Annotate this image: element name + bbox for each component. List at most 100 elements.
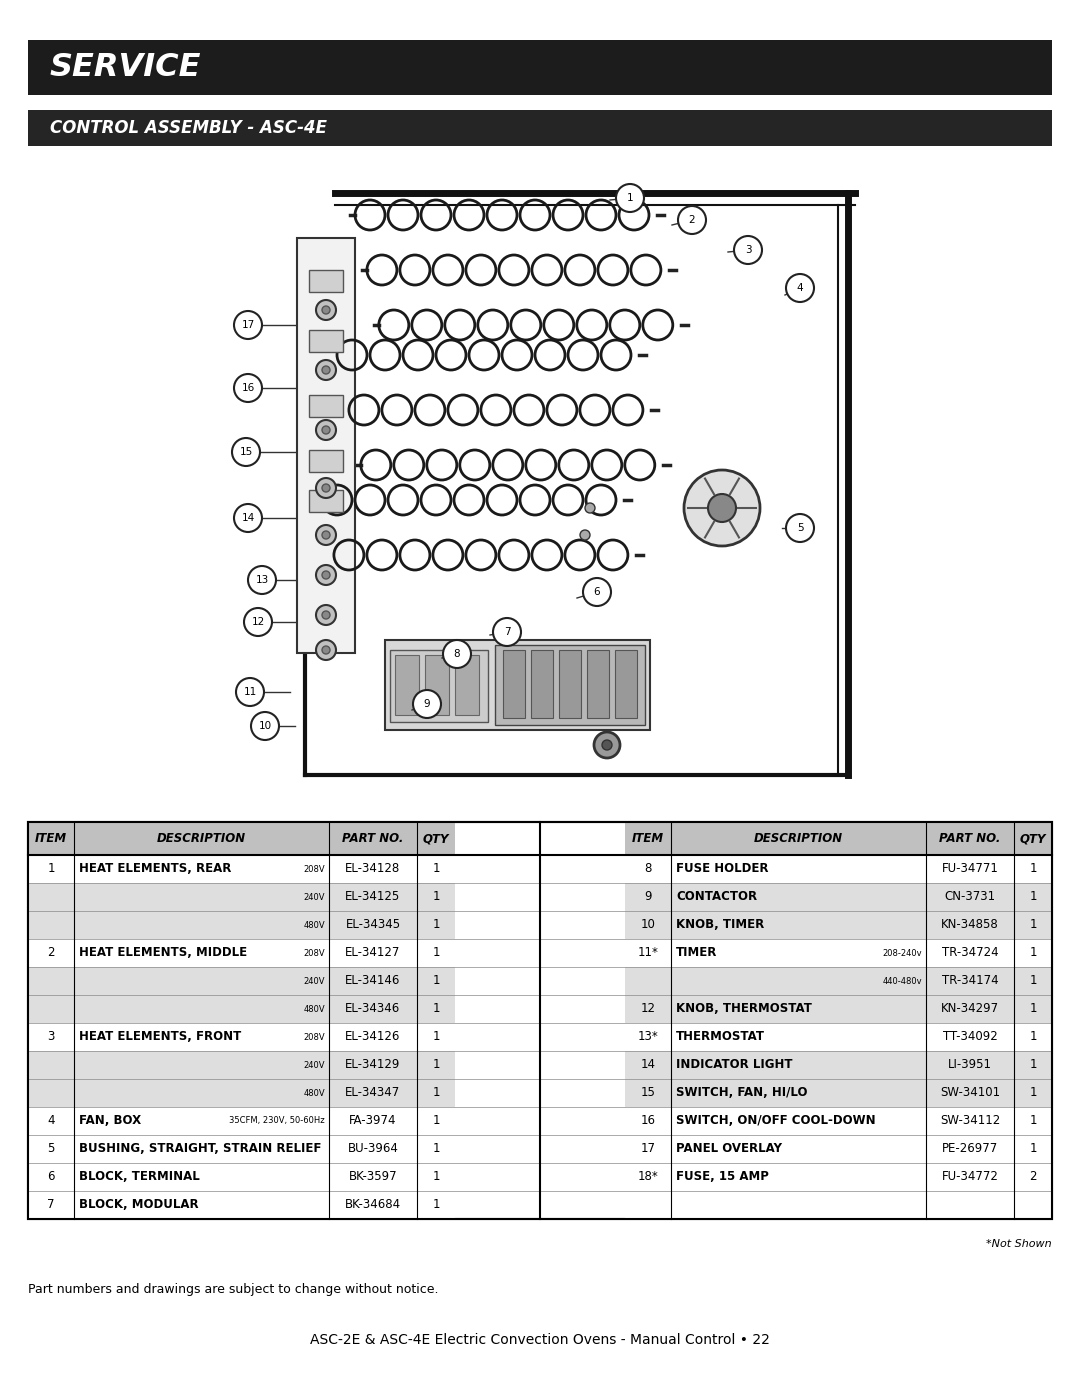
Text: 10: 10 — [258, 721, 271, 731]
Text: PART NO.: PART NO. — [342, 833, 404, 845]
Text: CONTACTOR: CONTACTOR — [676, 890, 757, 904]
Circle shape — [316, 564, 336, 585]
Circle shape — [678, 205, 706, 235]
Text: 1: 1 — [432, 1143, 440, 1155]
Circle shape — [708, 495, 735, 522]
Circle shape — [583, 578, 611, 606]
Circle shape — [616, 184, 644, 212]
Text: KN-34297: KN-34297 — [941, 1003, 999, 1016]
Bar — [625, 911, 1052, 939]
Text: 1: 1 — [48, 862, 55, 876]
Text: HEAT ELEMENTS, REAR: HEAT ELEMENTS, REAR — [79, 862, 231, 876]
Text: SWITCH, ON/OFF COOL-DOWN: SWITCH, ON/OFF COOL-DOWN — [676, 1115, 876, 1127]
Bar — [625, 821, 1052, 855]
Text: KNOB, TIMER: KNOB, TIMER — [676, 918, 765, 932]
Bar — [28, 855, 455, 883]
Text: 13*: 13* — [637, 1031, 659, 1044]
Text: 1: 1 — [1029, 918, 1037, 932]
Text: 16: 16 — [241, 383, 255, 393]
Text: BK-3597: BK-3597 — [349, 1171, 397, 1183]
Text: 208V: 208V — [303, 1032, 325, 1042]
Text: HEAT ELEMENTS, FRONT: HEAT ELEMENTS, FRONT — [79, 1031, 241, 1044]
Text: BUSHING, STRAIGHT, STRAIN RELIEF: BUSHING, STRAIGHT, STRAIN RELIEF — [79, 1143, 322, 1155]
Text: CN-3731: CN-3731 — [944, 890, 996, 904]
Circle shape — [234, 374, 262, 402]
Text: 1: 1 — [1029, 1003, 1037, 1016]
Circle shape — [322, 366, 330, 374]
Bar — [28, 821, 1052, 1220]
Circle shape — [316, 605, 336, 624]
Text: 1: 1 — [1029, 862, 1037, 876]
Text: QTY: QTY — [422, 833, 449, 845]
Bar — [615, 650, 637, 718]
Text: 1: 1 — [432, 947, 440, 960]
Bar — [297, 237, 355, 652]
Circle shape — [786, 514, 814, 542]
Text: 5: 5 — [48, 1143, 55, 1155]
Text: SERVICE: SERVICE — [50, 52, 202, 82]
Text: BLOCK, MODULAR: BLOCK, MODULAR — [79, 1199, 199, 1211]
Text: FAN, BOX: FAN, BOX — [79, 1115, 141, 1127]
Circle shape — [786, 274, 814, 302]
Text: ITEM: ITEM — [35, 833, 67, 845]
Text: KN-34858: KN-34858 — [941, 918, 999, 932]
Circle shape — [322, 645, 330, 654]
Text: FU-34771: FU-34771 — [942, 862, 998, 876]
Text: 480V: 480V — [303, 921, 325, 929]
Text: FU-34772: FU-34772 — [942, 1171, 998, 1183]
Text: 9: 9 — [423, 698, 430, 710]
Text: 1: 1 — [1029, 947, 1037, 960]
Circle shape — [316, 640, 336, 659]
Text: TIMER: TIMER — [676, 947, 717, 960]
Text: PANEL OVERLAY: PANEL OVERLAY — [676, 1143, 782, 1155]
Circle shape — [684, 469, 760, 546]
Text: 16: 16 — [640, 1115, 656, 1127]
Bar — [28, 821, 455, 855]
Circle shape — [234, 504, 262, 532]
Text: 1: 1 — [432, 862, 440, 876]
Circle shape — [316, 478, 336, 497]
Bar — [28, 1134, 455, 1162]
Text: EL-34125: EL-34125 — [346, 890, 401, 904]
Text: BLOCK, TERMINAL: BLOCK, TERMINAL — [79, 1171, 200, 1183]
Bar — [309, 450, 343, 472]
Bar — [28, 41, 1052, 95]
Text: 1: 1 — [1029, 975, 1037, 988]
Text: 440-480v: 440-480v — [882, 977, 922, 985]
Bar — [531, 650, 553, 718]
Text: 18*: 18* — [637, 1171, 659, 1183]
Text: 2: 2 — [689, 215, 696, 225]
Text: 2: 2 — [48, 947, 55, 960]
Text: 11*: 11* — [637, 947, 659, 960]
Text: PE-26977: PE-26977 — [942, 1143, 998, 1155]
Text: DESCRIPTION: DESCRIPTION — [157, 833, 246, 845]
Text: 8: 8 — [454, 650, 460, 659]
Circle shape — [594, 732, 620, 759]
Text: EL-34347: EL-34347 — [346, 1087, 401, 1099]
Bar — [625, 1162, 1052, 1192]
Circle shape — [316, 420, 336, 440]
Text: 1: 1 — [1029, 890, 1037, 904]
Text: QTY: QTY — [1020, 833, 1047, 845]
Bar — [309, 395, 343, 416]
Circle shape — [734, 236, 762, 264]
Text: 1: 1 — [432, 1199, 440, 1211]
Text: 35CFM, 230V, 50-60Hz: 35CFM, 230V, 50-60Hz — [229, 1116, 325, 1126]
Text: 8: 8 — [645, 862, 651, 876]
Circle shape — [322, 610, 330, 619]
Bar — [625, 939, 1052, 967]
Bar — [28, 995, 455, 1023]
Bar — [625, 1078, 1052, 1106]
Bar — [309, 330, 343, 352]
Circle shape — [244, 608, 272, 636]
Circle shape — [322, 531, 330, 539]
Text: 480V: 480V — [303, 1088, 325, 1098]
Bar — [28, 1023, 455, 1051]
Text: 11: 11 — [243, 687, 257, 697]
Bar — [625, 1106, 1052, 1134]
Text: HEAT ELEMENTS, MIDDLE: HEAT ELEMENTS, MIDDLE — [79, 947, 247, 960]
Text: FA-3974: FA-3974 — [349, 1115, 396, 1127]
Bar — [625, 1051, 1052, 1078]
Text: BK-34684: BK-34684 — [345, 1199, 401, 1211]
Bar — [559, 650, 581, 718]
